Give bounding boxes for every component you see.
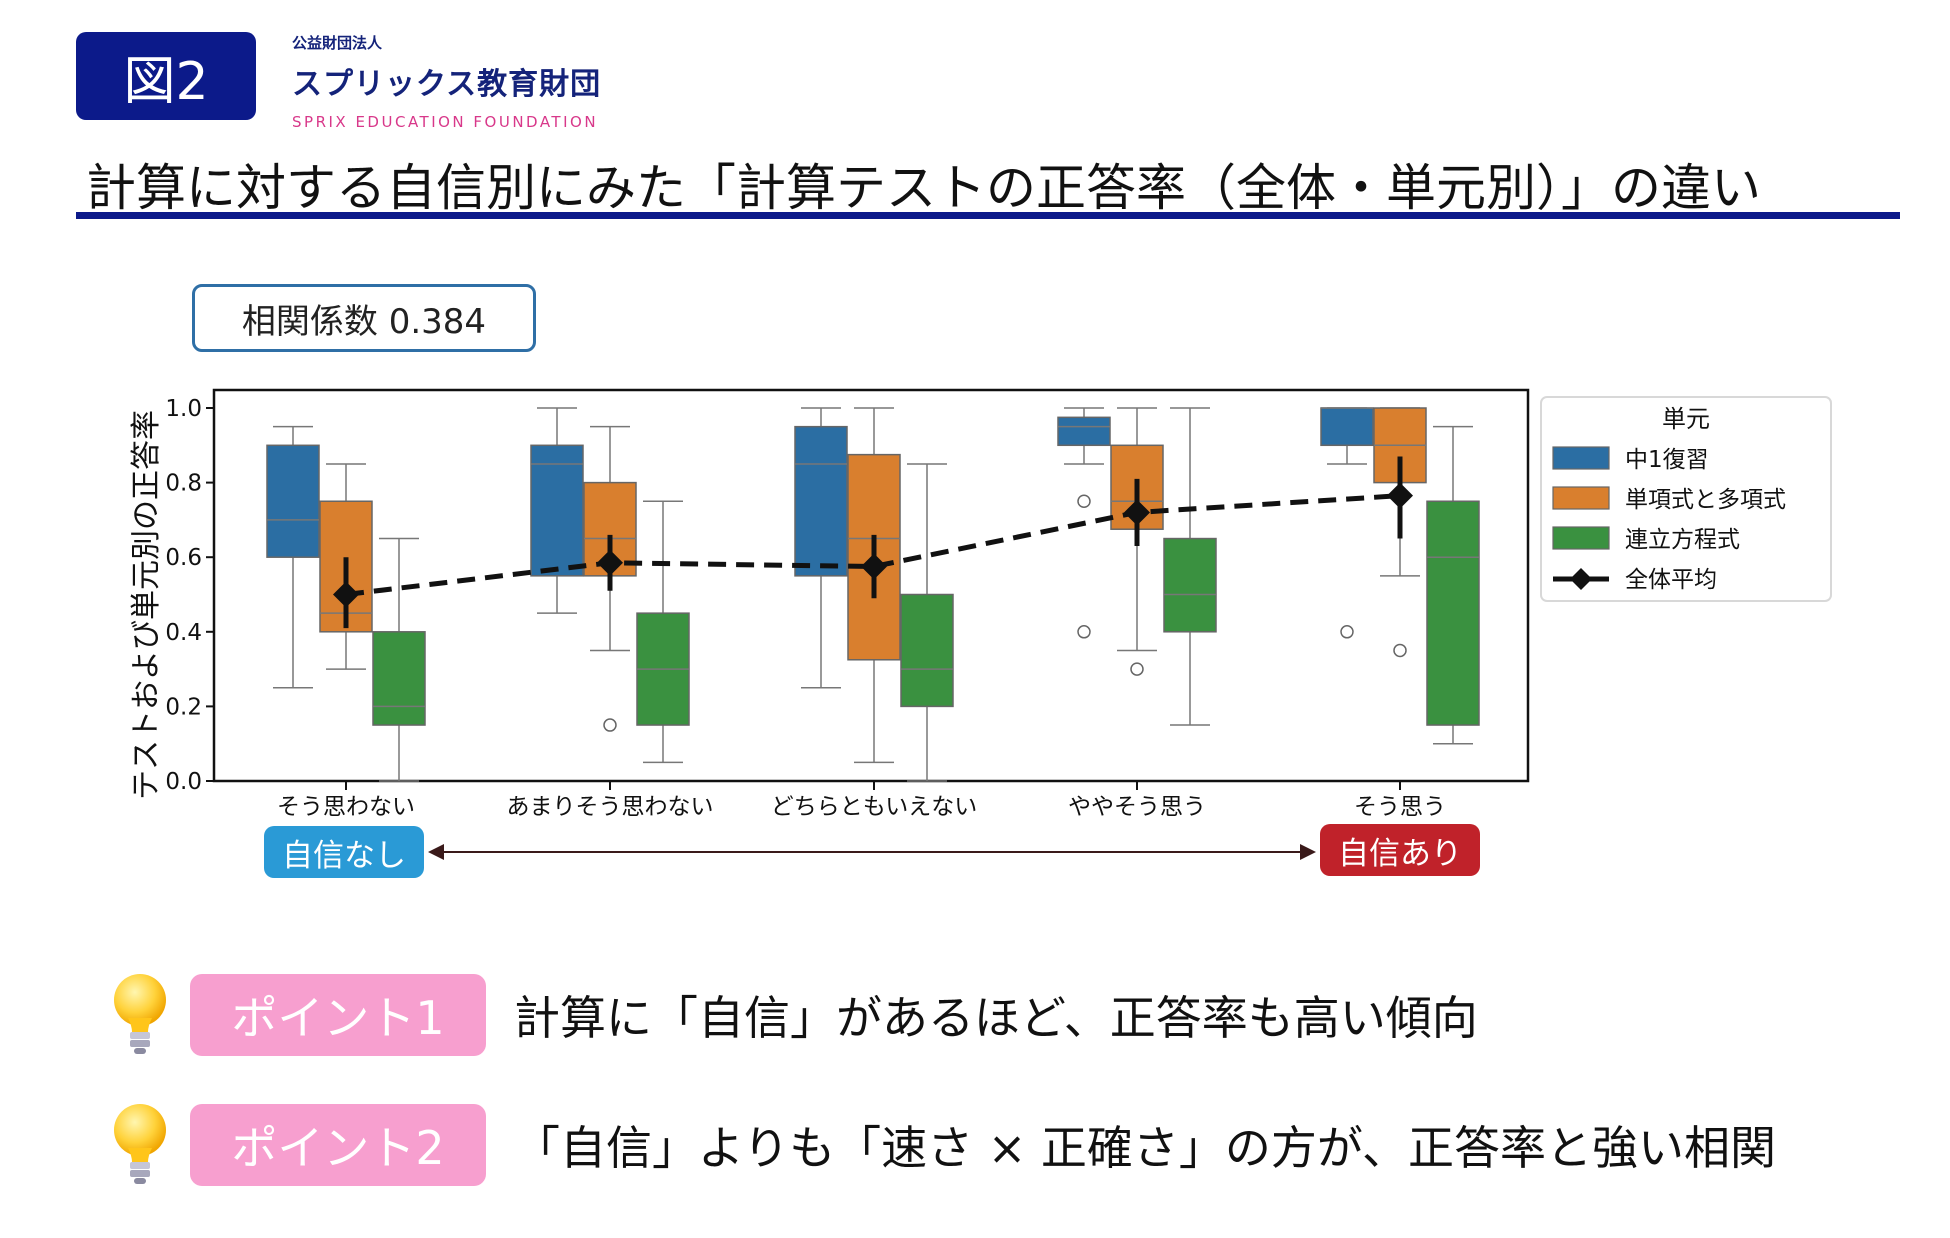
page-title: 計算に対する自信別にみた「計算テストの正答率（全体・単元別）」の違い [86, 159, 1761, 217]
outlier-point [1340, 625, 1354, 639]
y-tick-label: 0.6 [165, 545, 202, 571]
legend-label: 中1復習 [1625, 447, 1709, 473]
x-tick-label: そう思わない [277, 794, 415, 820]
legend-swatch [1552, 486, 1610, 510]
box-body [1320, 407, 1374, 447]
point-row-1: ポイント1 計算に「自信」があるほど、正答率も高い傾向 [110, 970, 1478, 1060]
y-tick-label: 0.0 [165, 769, 202, 795]
figure-badge: 図2 [76, 32, 256, 120]
title-underline [76, 212, 1900, 219]
x-tick-label: あまりそう思わない [507, 794, 714, 820]
point-1-badge: ポイント1 [190, 974, 486, 1056]
y-tick-label: 0.8 [165, 471, 202, 497]
org-english-name: SPRIX EDUCATION FOUNDATION [292, 113, 599, 131]
y-tick-label: 0.4 [165, 620, 202, 646]
legend-mean-marker [1570, 568, 1592, 590]
legend-box [1540, 396, 1832, 602]
box-1-4 [1373, 407, 1427, 658]
box-1-1 [583, 425, 637, 732]
legend-label: 単項式と多項式 [1625, 487, 1786, 513]
x-tick-label: ややそう思う [1068, 794, 1206, 820]
outlier-point [603, 718, 617, 732]
outlier-point [1393, 643, 1407, 658]
box-1-0 [319, 463, 373, 670]
box-0-4 [1320, 407, 1374, 639]
box-body [794, 425, 848, 577]
box-0-1 [530, 407, 584, 614]
organization-logo: 公益財団法人 スプリックス教育財団 SPRIX EDUCATION FOUNDA… [292, 32, 601, 131]
confidence-high-label: 自信あり [1320, 824, 1480, 876]
point-1-text: 計算に「自信」があるほど、正答率も高い傾向 [514, 991, 1478, 1045]
mean-marker [1124, 499, 1150, 526]
box-0-3 [1057, 407, 1111, 639]
mean-marker [333, 581, 359, 608]
legend-title: 単元 [1662, 405, 1710, 433]
box-1-3 [1110, 407, 1164, 676]
mean-marker [597, 549, 623, 576]
org-type-label: 公益財団法人 [292, 34, 383, 52]
box-2-2 [900, 463, 954, 782]
box-body [372, 631, 426, 726]
box-body [1110, 444, 1164, 530]
mean-marker [1387, 482, 1413, 509]
org-name: スプリックス教育財団 [292, 67, 602, 102]
box-2-3 [1163, 407, 1217, 726]
outlier-point [1130, 662, 1144, 676]
light-bulb-icon [114, 974, 166, 1054]
box-2-1 [636, 500, 690, 764]
box-body [900, 593, 954, 708]
box-2-4 [1426, 425, 1480, 745]
box-body [583, 481, 637, 577]
confidence-low-label: 自信なし [264, 826, 424, 878]
box-body [530, 444, 584, 577]
box-0-2 [794, 407, 848, 689]
legend-swatch [1552, 446, 1610, 470]
point-2-badge: ポイント2 [190, 1104, 486, 1186]
box-body [266, 444, 320, 558]
box-body [1057, 416, 1111, 447]
x-tick-label: そう思う [1354, 794, 1446, 820]
box-body [319, 500, 373, 633]
outlier-point [1077, 625, 1091, 639]
legend-label: 全体平均 [1625, 567, 1717, 593]
y-tick-label: 0.2 [165, 694, 202, 720]
legend-label: 連立方程式 [1625, 527, 1740, 553]
plot-area [212, 388, 1530, 783]
mean-line [345, 493, 1401, 597]
box-0-0 [266, 425, 320, 689]
legend-swatch [1552, 526, 1610, 550]
box-2-0 [372, 537, 426, 782]
outlier-point [1077, 494, 1091, 508]
point-row-2: ポイント2 「自信」よりも「速さ × 正確さ」の方が、正答率と強い相関 [110, 1100, 1776, 1190]
x-tick-label: どちらともいえない [771, 794, 978, 820]
y-axis-label: テストおよび単元別の正答率 [129, 410, 164, 800]
arrow-head-right-icon [1300, 844, 1316, 860]
box-body [636, 612, 690, 726]
box-body [1426, 500, 1480, 726]
correlation-box: 相関係数 0.384 [192, 284, 536, 352]
box-1-2 [847, 407, 901, 764]
box-body [847, 453, 901, 661]
box-body [1373, 407, 1427, 484]
light-bulb-icon [114, 1104, 166, 1184]
arrow-head-left-icon [428, 844, 444, 860]
y-tick-label: 1.0 [165, 396, 202, 422]
box-body [1163, 537, 1217, 633]
mean-marker [861, 553, 887, 580]
point-2-text: 「自信」よりも「速さ × 正確さ」の方が、正答率と強い相関 [514, 1121, 1776, 1175]
